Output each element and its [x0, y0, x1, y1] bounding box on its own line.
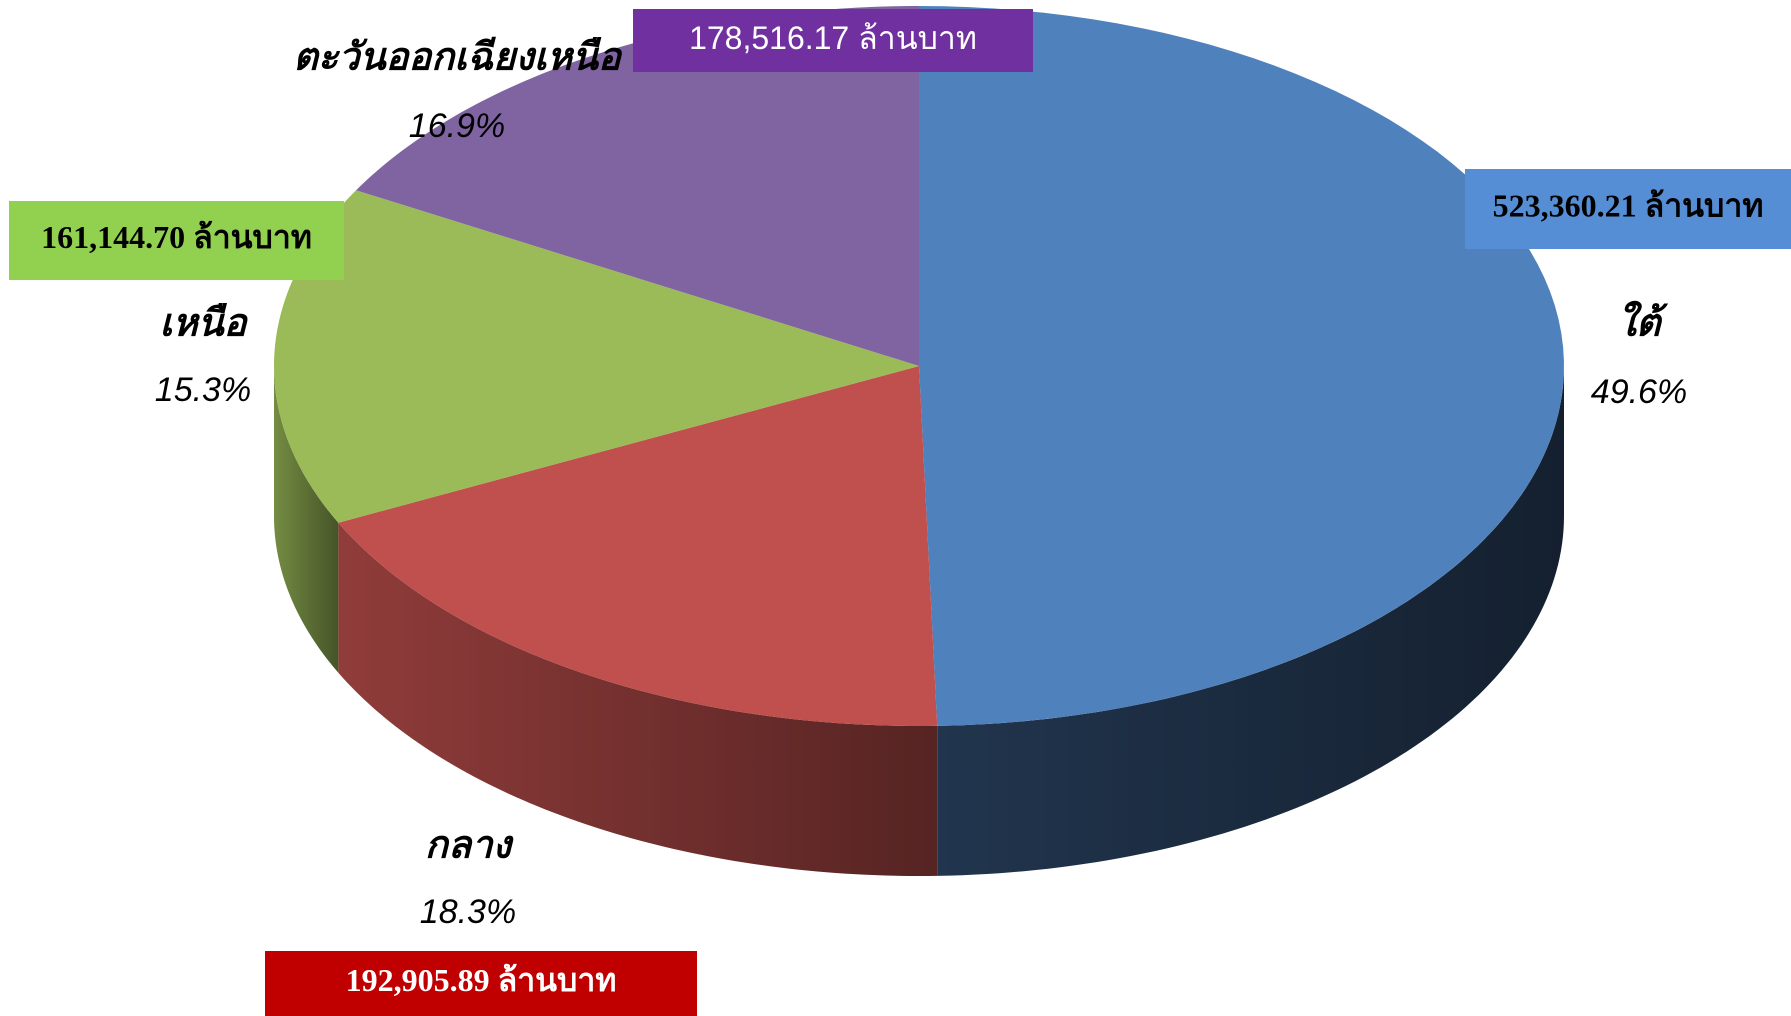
pie-slice: [919, 6, 1564, 726]
category-label: กลาง: [425, 823, 515, 867]
category-label: ใต้: [1617, 301, 1668, 345]
percent-label: 49.6%: [1591, 373, 1687, 411]
percent-label: 18.3%: [420, 893, 516, 931]
percent-label: 16.9%: [409, 107, 505, 145]
pie-slice: [338, 366, 938, 726]
amount-label: 161,144.70 ล้านบาท: [41, 219, 312, 255]
pie-side: [274, 366, 339, 673]
pie-side: [338, 522, 938, 876]
amount-label: 192,905.89 ล้านบาท: [346, 962, 617, 998]
percent-label: 15.3%: [155, 371, 251, 409]
amount-box: [9, 201, 344, 280]
category-label: ตะวันออกเฉียงเหนือ: [293, 35, 623, 79]
category-label: เหนือ: [160, 301, 249, 345]
pie-slice: [356, 6, 919, 366]
amount-label: 178,516.17 ล้านบาท: [689, 20, 977, 56]
amount-box: [265, 951, 697, 1016]
pie-slice: [274, 190, 919, 523]
pie-side: [937, 366, 1564, 876]
amount-label: 523,360.21 ล้านบาท: [1493, 187, 1764, 223]
amount-box: [1465, 169, 1791, 249]
amount-box: [633, 9, 1033, 72]
